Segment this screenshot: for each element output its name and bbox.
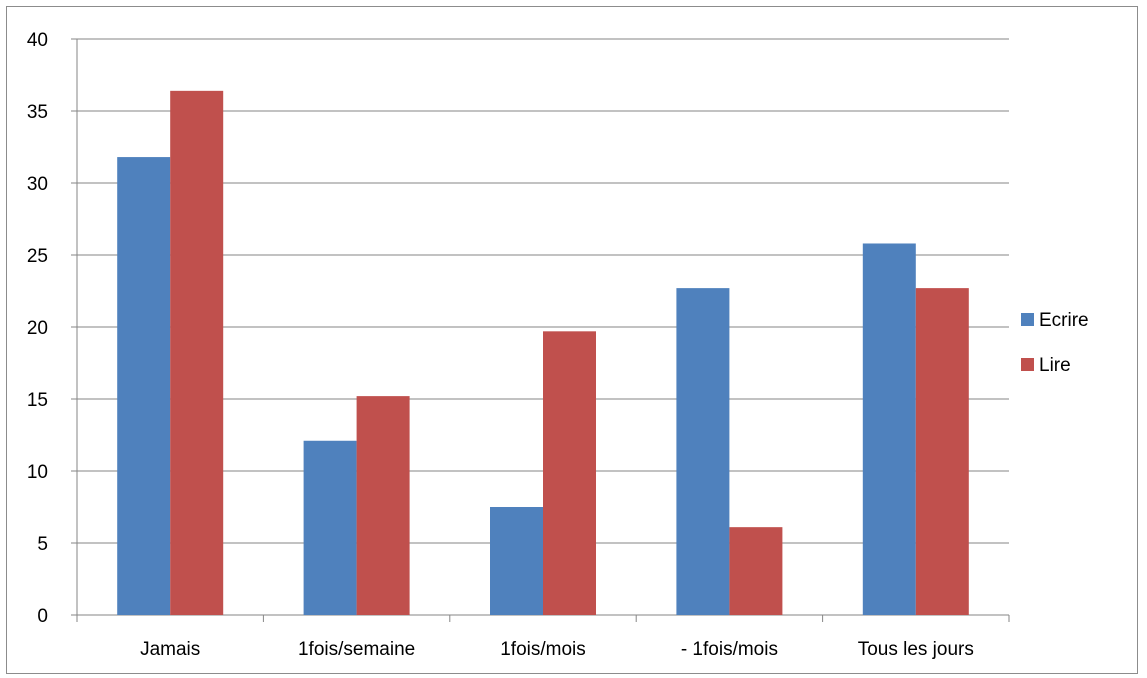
y-tick-label: 20 — [27, 318, 48, 339]
bar-lire-4 — [915, 288, 969, 615]
legend: Ecrire Lire — [1021, 310, 1089, 376]
bar-lire-1 — [356, 396, 410, 615]
legend-swatch-ecrire — [1021, 313, 1034, 326]
y-tick-label: 10 — [27, 462, 48, 483]
bar-ecrire-4 — [862, 243, 916, 616]
bar-ecrire-2 — [490, 507, 543, 615]
x-tick-label: 1fois/mois — [500, 639, 586, 660]
x-tick-label: Jamais — [140, 639, 200, 660]
x-tick-label: 1fois/semaine — [298, 639, 415, 660]
y-tick-label: 25 — [27, 246, 48, 267]
bar-ecrire-3 — [676, 288, 730, 615]
bar-ecrire-0 — [117, 157, 171, 615]
bar-lire-0 — [170, 90, 224, 616]
x-tick-label: Tous les jours — [858, 639, 974, 660]
y-tick-label: 40 — [27, 30, 48, 51]
bars — [117, 90, 969, 616]
bar-lire-3 — [729, 527, 783, 615]
x-tick-labels: Jamais 1fois/semaine 1fois/mois - 1fois/moi… — [140, 639, 974, 660]
legend-label-lire: Lire — [1039, 355, 1071, 376]
legend-label-ecrire: Ecrire — [1039, 310, 1089, 331]
y-tick-labels: 0 5 10 15 20 25 30 35 40 — [27, 30, 48, 627]
y-tick-label: 35 — [27, 102, 48, 123]
bar-lire-2 — [543, 331, 596, 615]
y-tick-label: 5 — [37, 534, 48, 555]
bar-ecrire-1 — [303, 440, 357, 615]
y-tick-label: 30 — [27, 174, 48, 195]
y-tick-label: 0 — [37, 606, 48, 627]
x-tick-label: - 1fois/mois — [681, 639, 778, 660]
legend-swatch-lire — [1021, 358, 1034, 371]
y-tick-label: 15 — [27, 390, 48, 411]
